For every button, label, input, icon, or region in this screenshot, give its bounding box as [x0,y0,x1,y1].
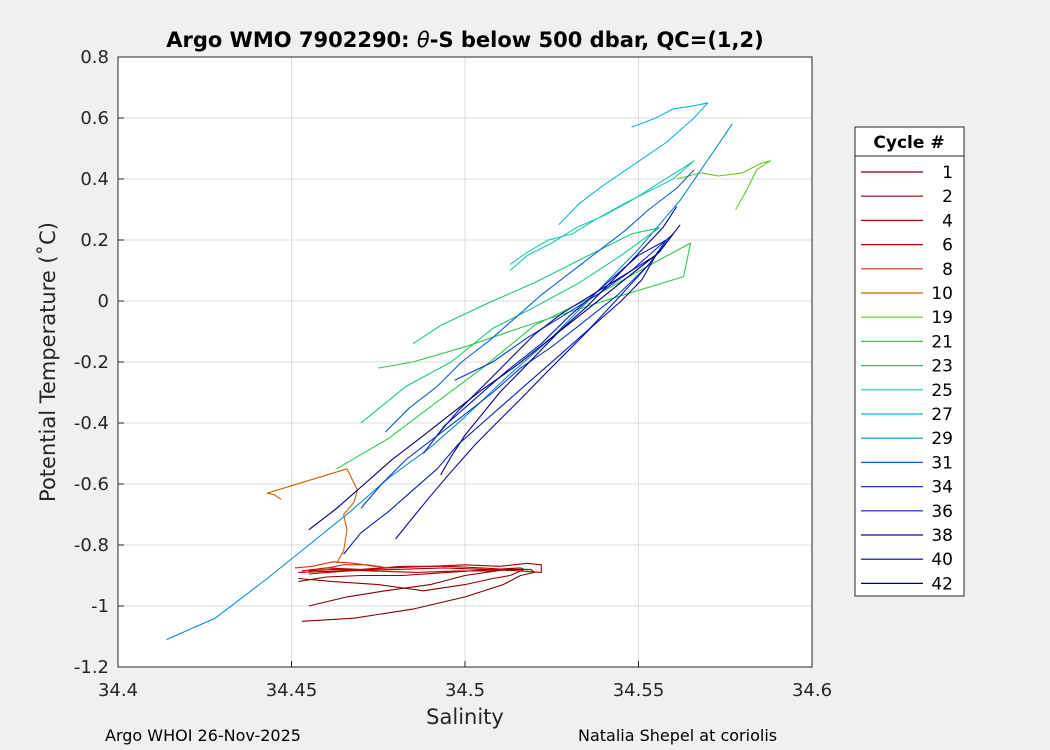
series-line-cycle-4 [298,562,542,575]
x-tick-label: 34.6 [792,680,832,701]
x-tick-label: 34.55 [613,680,665,701]
plot-frame [117,56,813,668]
chart-title: Argo WMO 7902290: θ-S below 500 dbar, QC… [166,28,763,52]
series-line-cycle-1 [301,568,535,622]
y-tick-label: 0.2 [80,230,109,251]
legend-label-cycle-21: 21 [931,332,953,352]
legend-label-cycle-29: 29 [931,429,953,449]
series-layer [166,102,771,641]
legend-label-cycle-25: 25 [931,381,953,401]
y-tick-label: -0.2 [74,352,109,373]
series-line-cycle-8 [294,561,390,570]
y-tick-label: -0.4 [74,413,109,434]
y-tick-label: 0.6 [80,108,109,129]
legend-label-cycle-6: 6 [942,236,953,256]
series-line-cycle-36 [343,239,667,555]
x-tick-label: 34.45 [266,680,318,701]
series-line-cycle-42 [308,224,681,531]
footer-left: Argo WHOI 26-Nov-2025 [105,726,301,745]
series-line-cycle-23 [360,227,660,424]
series-line-cycle-38 [395,254,657,540]
legend-box [854,126,965,597]
legend-label-cycle-23: 23 [931,357,953,377]
y-tick-label: -0.8 [74,535,109,556]
series-line-cycle-21 [336,242,692,470]
x-axis-label: Salinity [426,705,504,729]
x-tick-labels: 34.4 34.45 34.5 34.55 34.6 [98,680,832,701]
legend-label-cycle-4: 4 [942,211,953,231]
legend: Cycle # 1 2 4 6 8 10 19 21 23 25 27 29 31 34 36 38 40 42 [854,126,965,597]
y-axis-label: Potential Temperature (˚C) [36,222,60,502]
legend-label-cycle-34: 34 [931,478,953,498]
x-tick-label: 34.5 [445,680,485,701]
series-line-cycle-31 [384,169,695,433]
y-tick-labels: 0.8 0.6 0.4 0.2 0 -0.2 -0.4 -0.6 -0.8 -1 -1.2 [74,47,109,678]
y-tick-label: -1.2 [74,657,109,678]
series-line-cycle-34 [360,233,674,509]
legend-label-cycle-19: 19 [931,308,953,328]
legend-label-cycle-1: 1 [942,163,953,183]
legend-label-cycle-31: 31 [931,453,953,473]
series-line-cycle-19 [676,160,771,210]
series-line-cycle-6 [301,565,508,573]
y-tick-label: 0.8 [80,47,109,68]
legend-label-cycle-38: 38 [931,526,953,546]
series-line-cycle-29 [166,123,733,641]
legend-label-cycle-40: 40 [931,550,953,570]
legend-label-cycle-10: 10 [931,284,953,304]
footer-right: Natalia Shepel at coriolis [578,726,777,745]
legend-title: Cycle # [873,133,944,153]
legend-label-cycle-2: 2 [942,187,953,207]
series-line-cycle-27 [558,102,709,226]
x-tick-label: 34.4 [98,680,138,701]
y-tick-label: 0 [98,291,109,312]
series-line-cycle-2 [298,567,525,592]
y-tick-label: -0.6 [74,474,109,495]
y-tick-label: -1 [91,596,109,617]
series-line-cycle-40 [440,206,678,476]
y-tick-label: 0.4 [80,169,109,190]
series-line-cycle-10 [266,468,358,564]
legend-label-cycle-27: 27 [931,405,953,425]
legend-label-cycle-36: 36 [931,502,953,522]
legend-label-cycle-8: 8 [942,260,953,280]
legend-label-cycle-42: 42 [931,574,953,594]
legend-items: 1 2 4 6 8 10 19 21 23 25 27 29 31 34 36 38 40 42 [861,163,953,594]
series-line-cycle-25 [509,160,695,271]
